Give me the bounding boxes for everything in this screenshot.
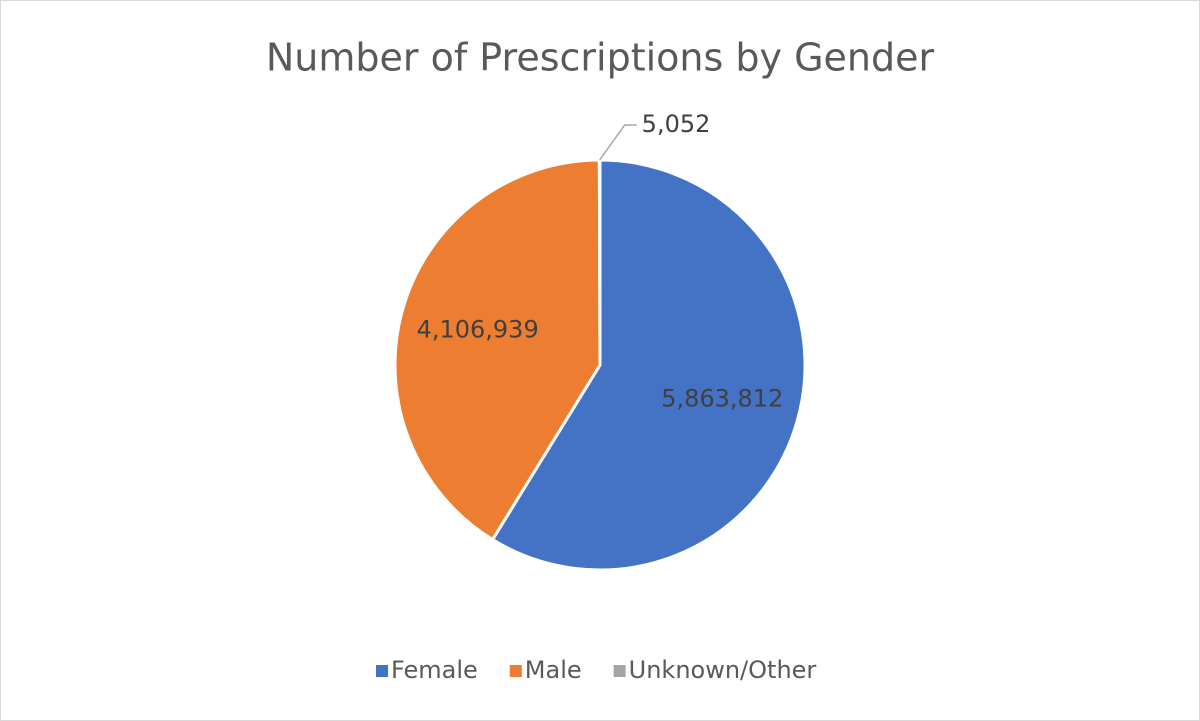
legend-swatch (376, 665, 388, 677)
legend-swatch (613, 665, 626, 677)
leader-line (599, 124, 637, 161)
legend-swatch (509, 665, 522, 677)
legend-label: Unknown/Other (629, 656, 817, 684)
legend-label: Male (525, 656, 582, 684)
pie-slice (393, 158, 602, 542)
pie-slice (490, 158, 807, 572)
pie-slice (597, 158, 602, 366)
data-label: 5,863,812 (661, 385, 783, 413)
data-label: 4,106,939 (417, 316, 539, 344)
chart-title: Number of Prescriptions by Gender (266, 36, 935, 80)
legend-label: Female (391, 656, 478, 684)
data-label: 5,052 (642, 110, 711, 138)
